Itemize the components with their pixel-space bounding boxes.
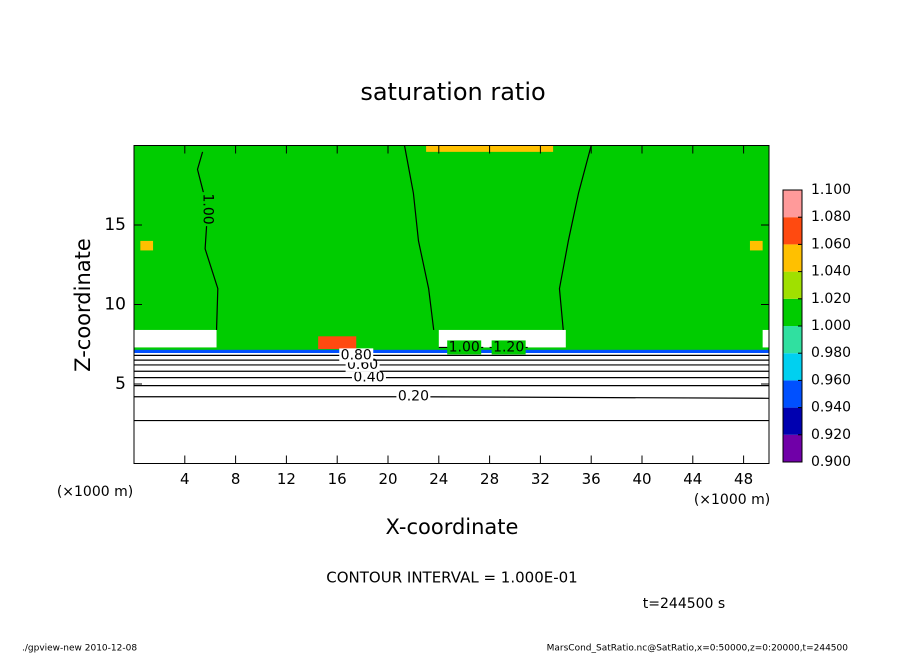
footer-left: ./gpview-new 2010-12-08 bbox=[22, 644, 137, 654]
x-tick-label: 20 bbox=[378, 470, 397, 488]
time-label: t=244500 s bbox=[643, 596, 725, 612]
x-tick-label: 36 bbox=[582, 470, 601, 488]
x-unit-label: (×1000 m) bbox=[57, 484, 133, 500]
contour-label-bg bbox=[200, 192, 215, 227]
field-region bbox=[749, 240, 763, 251]
contour-label: 1.20 bbox=[493, 339, 524, 355]
colorbar-label: 1.080 bbox=[811, 209, 851, 225]
x-tick-label: 44 bbox=[683, 470, 702, 488]
field-region bbox=[140, 240, 154, 251]
contour-label-bg bbox=[447, 340, 482, 355]
x-tick-label: 40 bbox=[632, 470, 651, 488]
colorbar-bin bbox=[783, 217, 802, 245]
x-tick-label: 24 bbox=[429, 470, 448, 488]
colorbar-label: 1.020 bbox=[811, 291, 851, 307]
colorbar-bin bbox=[783, 434, 802, 462]
contour-line bbox=[558, 145, 592, 330]
colorbar-bin bbox=[783, 244, 802, 272]
colorbar-label: 0.900 bbox=[811, 454, 851, 470]
colorbar-bin bbox=[783, 407, 802, 435]
contour-label: 0.20 bbox=[398, 389, 429, 405]
x-tick-label: 32 bbox=[531, 470, 550, 488]
contour-label: 0.40 bbox=[353, 370, 384, 386]
footer-right: MarsCond_SatRatio.nc@SatRatio,x=0:50000,… bbox=[547, 644, 849, 654]
y-tick-label: 5 bbox=[115, 374, 126, 394]
y-tick-label: 10 bbox=[104, 295, 126, 315]
x-unit-label: (×1000 m) bbox=[694, 492, 770, 508]
field-region bbox=[318, 336, 357, 350]
colorbar-bin bbox=[783, 298, 802, 326]
contour-label-bg bbox=[351, 370, 386, 385]
chart-title: saturation ratio bbox=[360, 78, 545, 106]
contour-label-bg bbox=[491, 340, 526, 355]
colorbar-label: 1.060 bbox=[811, 236, 851, 252]
x-tick-label: 28 bbox=[480, 470, 499, 488]
field-region bbox=[134, 145, 769, 351]
colorbar-label: 0.920 bbox=[811, 427, 851, 443]
x-axis-label: X-coordinate bbox=[386, 515, 519, 539]
x-tick-label: 12 bbox=[277, 470, 296, 488]
contour-label: 1.00 bbox=[200, 194, 216, 225]
x-tick-label: 48 bbox=[734, 470, 753, 488]
colorbar-bin bbox=[783, 380, 802, 408]
colorbar-label: 1.000 bbox=[811, 318, 851, 334]
contour-line bbox=[403, 145, 435, 331]
colorbar-bin bbox=[783, 271, 802, 299]
colorbar-label: 1.100 bbox=[811, 182, 851, 198]
field-region bbox=[134, 329, 217, 348]
colorbar-label: 0.980 bbox=[811, 345, 851, 361]
colorbar-bin bbox=[783, 326, 802, 354]
contour-interval: CONTOUR INTERVAL = 1.000E-01 bbox=[326, 569, 577, 587]
y-axis-label: Z-coordinate bbox=[71, 238, 95, 372]
contour-label: 1.00 bbox=[449, 339, 480, 355]
contour-label-bg bbox=[339, 348, 374, 363]
x-tick-label: 16 bbox=[328, 470, 347, 488]
contour-label-bg bbox=[396, 389, 431, 404]
colorbar-bin bbox=[783, 353, 802, 381]
x-tick-label: 4 bbox=[180, 470, 190, 488]
contour-label: 0.80 bbox=[341, 347, 372, 363]
colorbar-bin bbox=[783, 190, 802, 218]
colorbar-label: 1.040 bbox=[811, 264, 851, 280]
contour-line bbox=[196, 151, 219, 330]
y-tick-label: 15 bbox=[104, 215, 126, 235]
field-region bbox=[134, 350, 769, 464]
field-region bbox=[762, 329, 769, 348]
colorbar-label: 0.960 bbox=[811, 372, 851, 388]
x-tick-label: 8 bbox=[231, 470, 241, 488]
colorbar-label: 0.940 bbox=[811, 400, 851, 416]
